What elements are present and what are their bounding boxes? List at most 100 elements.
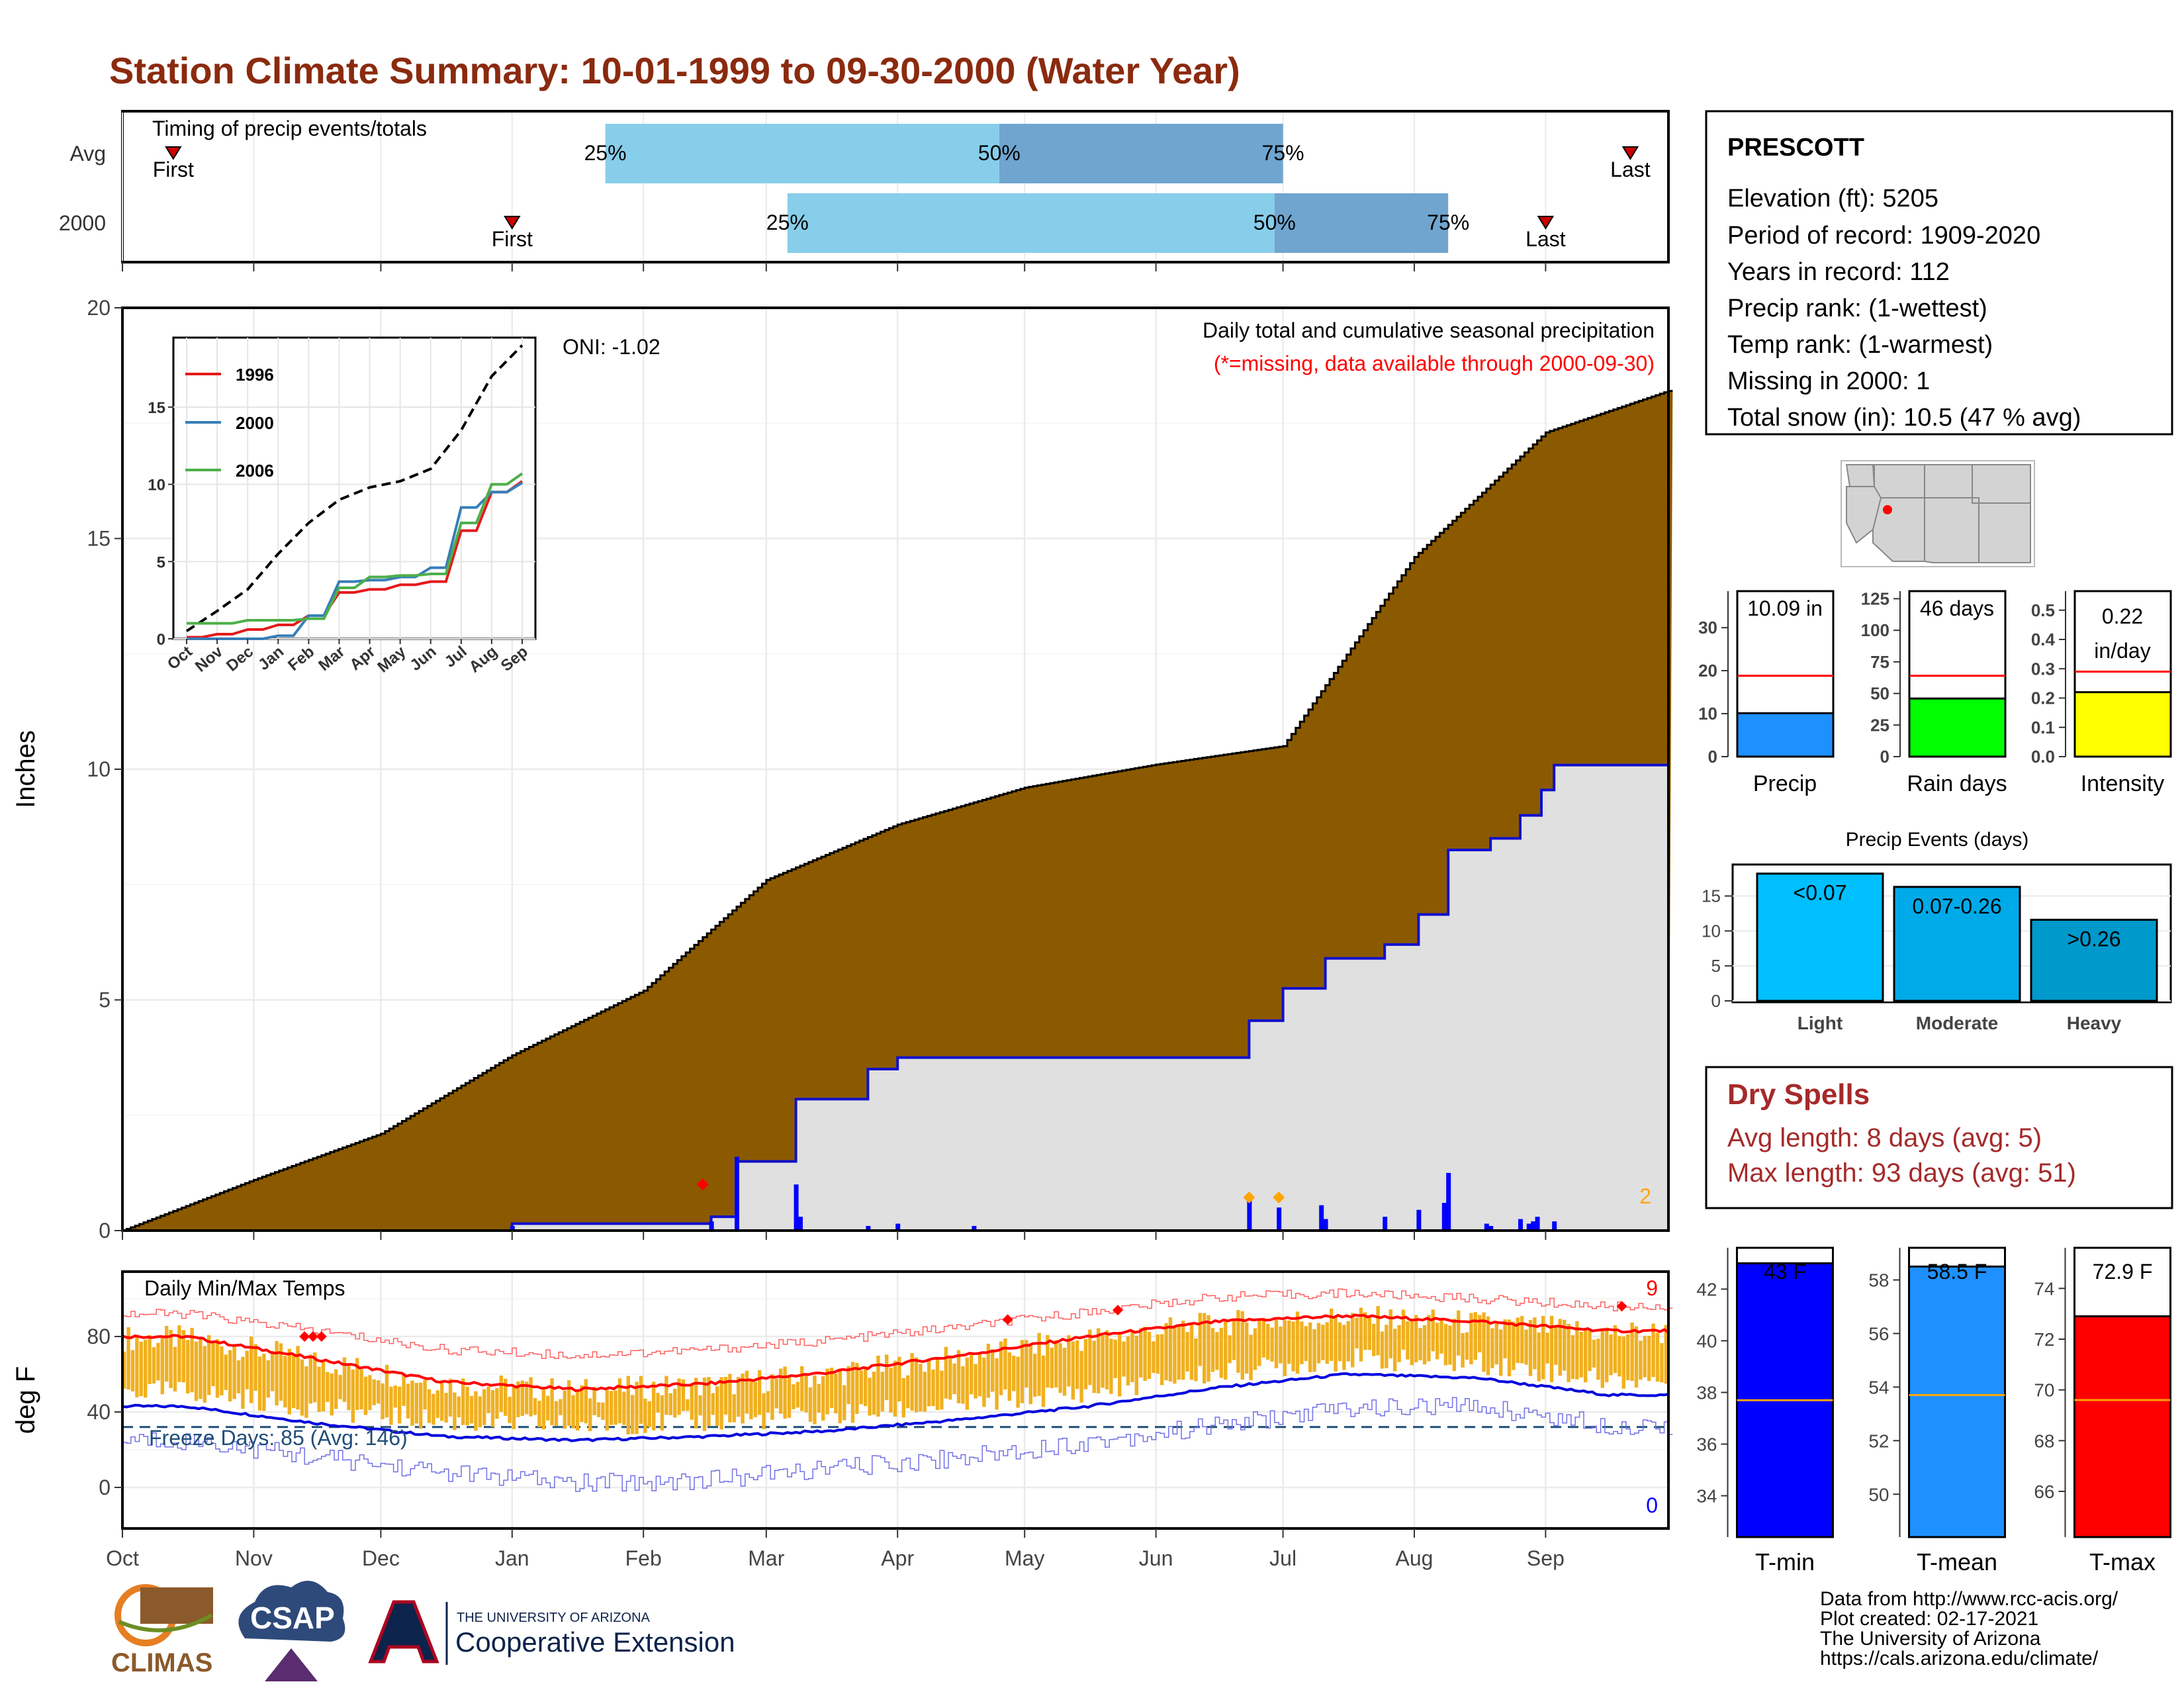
timing-last-marker-icon: [1537, 216, 1555, 230]
precip-y-axis-label: Inches: [11, 730, 40, 808]
temp-daily-bar: [533, 1398, 537, 1415]
temp-daily-bar: [1448, 1325, 1452, 1365]
temp-daily-bar: [1028, 1344, 1032, 1405]
inset-y-tick-label: 0: [157, 631, 165, 649]
precip-corner-count: 2: [1639, 1184, 1651, 1208]
temp-daily-bar: [559, 1399, 563, 1415]
temp-daily-bar: [614, 1390, 617, 1425]
rain-days-stat-chart: Rain days 0 25 50 75 100 125 46 days: [1861, 588, 2007, 796]
daily-precip-bar: [1484, 1223, 1489, 1231]
temp-daily-bar: [1609, 1334, 1613, 1376]
temp-daily-bar: [753, 1382, 757, 1417]
temp-daily-bar: [1499, 1329, 1503, 1376]
temp-daily-bar: [1058, 1342, 1062, 1393]
tmean-y-tick-label: 56: [1868, 1323, 1889, 1344]
month-tick-label: Sep: [1527, 1546, 1565, 1570]
temp-daily-bar: [1584, 1330, 1588, 1383]
month-tick-label: Oct: [106, 1546, 139, 1570]
temp-daily-bar: [292, 1354, 296, 1409]
temp-daily-bar: [1304, 1326, 1308, 1362]
timing-pct-50: 50%: [978, 141, 1021, 165]
credit-data-source: Data from http://www.rcc-acis.org/: [1820, 1588, 2118, 1610]
avg-tmax-line: [122, 1313, 1670, 1392]
info-line-years: Years in record: 112: [1727, 258, 1950, 286]
timing-first-label: First: [153, 158, 194, 181]
temp-daily-bar: [1007, 1352, 1011, 1401]
temp-daily-bar: [398, 1386, 402, 1424]
temp-daily-bar: [541, 1389, 545, 1430]
month-tick-label: Mar: [748, 1546, 784, 1570]
timing-pct-75: 75%: [1262, 141, 1304, 165]
stat-y-tick-label: 50: [1870, 684, 1889, 704]
temp-daily-bar: [770, 1374, 774, 1420]
month-axis: Oct Nov Dec Jan Feb Mar Apr May Jun Jul Aug Sep: [106, 1231, 1565, 1570]
temp-daily-bar: [910, 1353, 914, 1411]
temp-daily-bar: [1512, 1321, 1516, 1370]
temp-daily-bar: [245, 1350, 249, 1389]
temp-daily-bar: [1177, 1326, 1181, 1380]
temp-daily-bar: [444, 1393, 448, 1423]
temp-daily-bar: [1097, 1328, 1101, 1393]
daily-precip-bar: [972, 1226, 977, 1231]
temp-daily-bar: [1621, 1336, 1625, 1389]
info-line-missing: Missing in 2000: 1: [1727, 367, 1930, 395]
temp-daily-bar: [1054, 1340, 1058, 1387]
tmin-y-tick-label: 40: [1696, 1331, 1717, 1351]
temp-daily-bar: [974, 1364, 978, 1399]
temp-daily-bar: [1012, 1356, 1016, 1391]
temp-daily-bar: [1067, 1335, 1071, 1387]
temp-daily-bar: [804, 1375, 808, 1413]
block-a-icon: [368, 1600, 439, 1664]
temp-daily-bar: [368, 1375, 372, 1411]
temp-daily-bar: [1537, 1332, 1541, 1382]
temp-daily-bar: [601, 1402, 605, 1421]
temp-daily-bar: [1253, 1328, 1257, 1370]
event-marker-icon: [1243, 1191, 1255, 1203]
temp-daily-bar: [660, 1395, 664, 1431]
temp-daily-bar: [880, 1372, 884, 1412]
temp-daily-bar: [1410, 1318, 1414, 1366]
temp-daily-bar: [135, 1336, 139, 1397]
temp-daily-bar: [1270, 1327, 1274, 1362]
stat-y-tick-label: 10: [1698, 704, 1717, 724]
temp-daily-bar: [419, 1382, 423, 1429]
temp-daily-bar: [1203, 1313, 1206, 1383]
temp-daily-bar: [855, 1363, 859, 1414]
temp-daily-bar: [668, 1393, 672, 1415]
oni-label: ONI: -1.02: [563, 335, 660, 359]
temp-daily-bar: [461, 1378, 465, 1425]
temp-daily-bar: [253, 1344, 257, 1391]
station-name: PRESCOTT: [1727, 134, 1864, 162]
temp-daily-bar: [1439, 1318, 1443, 1354]
temp-daily-bar: [1206, 1315, 1210, 1382]
temp-daily-bar: [1422, 1325, 1427, 1365]
tmean-y-tick-label: 58: [1868, 1270, 1889, 1291]
temp-daily-bar: [1266, 1323, 1270, 1360]
mountain-icon: [265, 1648, 318, 1681]
temp-lines: [122, 1288, 1673, 1492]
month-tick-label: Jan: [495, 1546, 529, 1570]
events-bar-moderate: [1893, 886, 2021, 1002]
temp-daily-bar: [504, 1378, 508, 1416]
temp-daily-bar: [1596, 1338, 1600, 1380]
temp-daily-bar: [372, 1379, 376, 1405]
inset-line-1996: [187, 480, 523, 639]
tmean-y-tick-label: 50: [1868, 1484, 1889, 1505]
station-location-dot: [1883, 505, 1892, 514]
info-line-precip-rank: Precip rank: (1-wettest): [1727, 295, 1987, 322]
temp-daily-bar: [1418, 1328, 1422, 1361]
temp-daily-bar: [1401, 1309, 1406, 1350]
temp-daily-bar: [1457, 1310, 1461, 1356]
temp-daily-bar: [923, 1372, 927, 1412]
tmin-y-tick-label: 36: [1696, 1434, 1717, 1455]
stat-y-tick-label: 0.4: [2031, 630, 2056, 649]
temp-daily-bar: [308, 1354, 312, 1404]
temp-daily-bar: [199, 1336, 203, 1399]
temp-daily-bar: [1283, 1320, 1287, 1376]
temp-daily-bar: [622, 1391, 626, 1425]
temp-daily-bar: [567, 1380, 571, 1426]
temp-daily-bar: [1355, 1317, 1359, 1348]
month-tick-label: Nov: [235, 1546, 273, 1570]
temp-daily-bar: [563, 1390, 567, 1429]
